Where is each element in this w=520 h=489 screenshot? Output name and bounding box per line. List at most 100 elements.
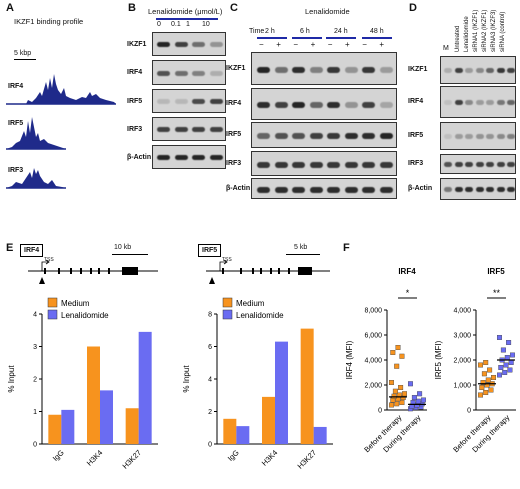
irf4-mfi-y-axis-label: IRF4 (MFI) [345,340,354,379]
blot-band [444,187,452,192]
irf5-mfi-point [478,362,484,368]
blot-band [454,162,463,167]
blot-band [309,186,323,193]
blot-band [486,100,494,105]
irf5-mfi-y-tick-label: 1,000 [453,383,471,390]
irf5-mfi-point [487,367,493,373]
irf4-chip-legend-label: Lenalidomide [61,311,109,320]
irf4-chip-y-tick-label: 4 [33,312,37,319]
irf4-chip-bar-lenalidomide-igg [61,409,75,444]
panel-a-title: IKZF1 binding profile [14,17,84,26]
irf5-chip-legend-swatch [222,297,233,308]
blot-band [274,186,288,193]
irf4-mfi-sig-label: * [406,288,410,298]
blot-band [344,66,358,73]
track-label-irf3: IRF3 [8,167,24,174]
panel-d-marker-label: M [443,45,449,52]
chip-chart-irf4: 0 1 2 3 4 % Input IgG H3K4 H3K27 Medium Lenalidomi… [7,297,158,471]
time-bar [257,37,287,39]
blot-band [327,133,340,139]
blot-band [327,66,340,73]
blot-band [257,133,270,139]
blot-band [507,68,515,73]
irf5-mfi-point [481,371,487,377]
blot-band [157,70,170,76]
blot-band [486,134,494,139]
irf5-chip-y-tick-label: 2 [208,409,212,416]
blot-band [309,133,323,139]
irf5-mfi-y-tick-label: 0 [467,408,471,415]
treatment-sign: + [310,40,316,49]
irf5-mfi-point [479,384,485,390]
blot-band [486,68,494,73]
irf4-mfi-point [417,391,423,397]
irf5-chip-x-tick-label: IgG [226,448,241,463]
blot-band [507,134,515,139]
blot-band [454,68,463,73]
irf4-chip-bar-lenalidomide-h3k27 [138,331,152,444]
gene-box-irf4: IRF4 [20,244,44,257]
lane-label: siRNA (control) [500,11,506,52]
blot-band [209,127,223,132]
blot-band [362,133,375,139]
blot-row-label: IRF4 [408,98,424,105]
blot-band [465,187,473,192]
time-label: 6 h [300,28,310,35]
blot-band [292,102,305,108]
blot-band [379,66,393,73]
blot-d-ikzf1 [440,56,516,84]
dose-label: 10 [202,21,210,28]
lane-label: siRNA2 (IKZF1) [482,9,488,52]
panel-b-dose-bar [156,18,218,20]
blot-band [475,187,484,192]
blot-c-irf5 [251,122,397,148]
irf5-mfi-point [504,354,510,360]
blot-band [157,99,170,104]
blot-row-label: IRF5 [226,131,242,138]
blot-band [327,186,340,193]
lane-label: Lenalidomide [464,16,470,52]
irf5-mfi-point [488,387,494,393]
blot-d-β-actin [440,178,516,200]
dose-label: 0 [157,21,161,28]
blot-band [292,133,305,139]
irf5-mfi-point [483,359,489,365]
irf4-chip-bar-lenalidomide-h3k4 [100,390,113,444]
blot-band [174,70,188,76]
treatment-sign: − [362,40,367,49]
irf5-mfi-point [502,369,508,375]
blot-band [486,162,494,167]
gene-scale-irf5: 5 kb [294,244,308,251]
blot-d-irf4 [440,86,516,118]
irf4-chip-legend-swatch [47,297,58,308]
blot-band [475,100,484,105]
blot-band [157,42,170,47]
blot-band [507,162,515,167]
irf5-mfi-point [498,364,504,370]
blot-band [157,127,170,132]
blot-d-irf3 [440,154,516,174]
irf5-mfi-y-axis-label: IRF5 (MFI) [434,340,443,379]
treatment-sign: + [345,40,350,49]
irf5-chip-legend-label: Lenalidomide [236,311,284,320]
blot-band [209,99,223,104]
treatment-sign: − [259,40,264,49]
irf4-chip-bar-medium-h3k4 [87,346,100,444]
blot-band [344,133,358,139]
blot-row-label: IKZF1 [226,64,246,72]
blot-band [257,66,270,73]
irf4-mfi-point [390,349,396,355]
panel-c-title: Lenalidomide [305,7,350,16]
lane-label: siRNA3 (IKZF3) [491,9,497,52]
blot-c-irf3 [251,151,397,176]
irf4-mfi-point [394,363,400,369]
irf5-chip-x-tick-label: H3K4 [260,448,280,468]
blot-band [174,99,188,104]
irf4-mfi-point [394,401,400,407]
irf4-mfi-point [407,381,413,387]
blot-row-label: IRF4 [127,69,143,76]
panel-letter-f: F [343,242,350,254]
irf4-mfi-point [420,397,426,403]
panel-b-title: Lenalidomide (μmol/L) [148,7,223,16]
gene-diagram-irf4 [28,259,158,284]
